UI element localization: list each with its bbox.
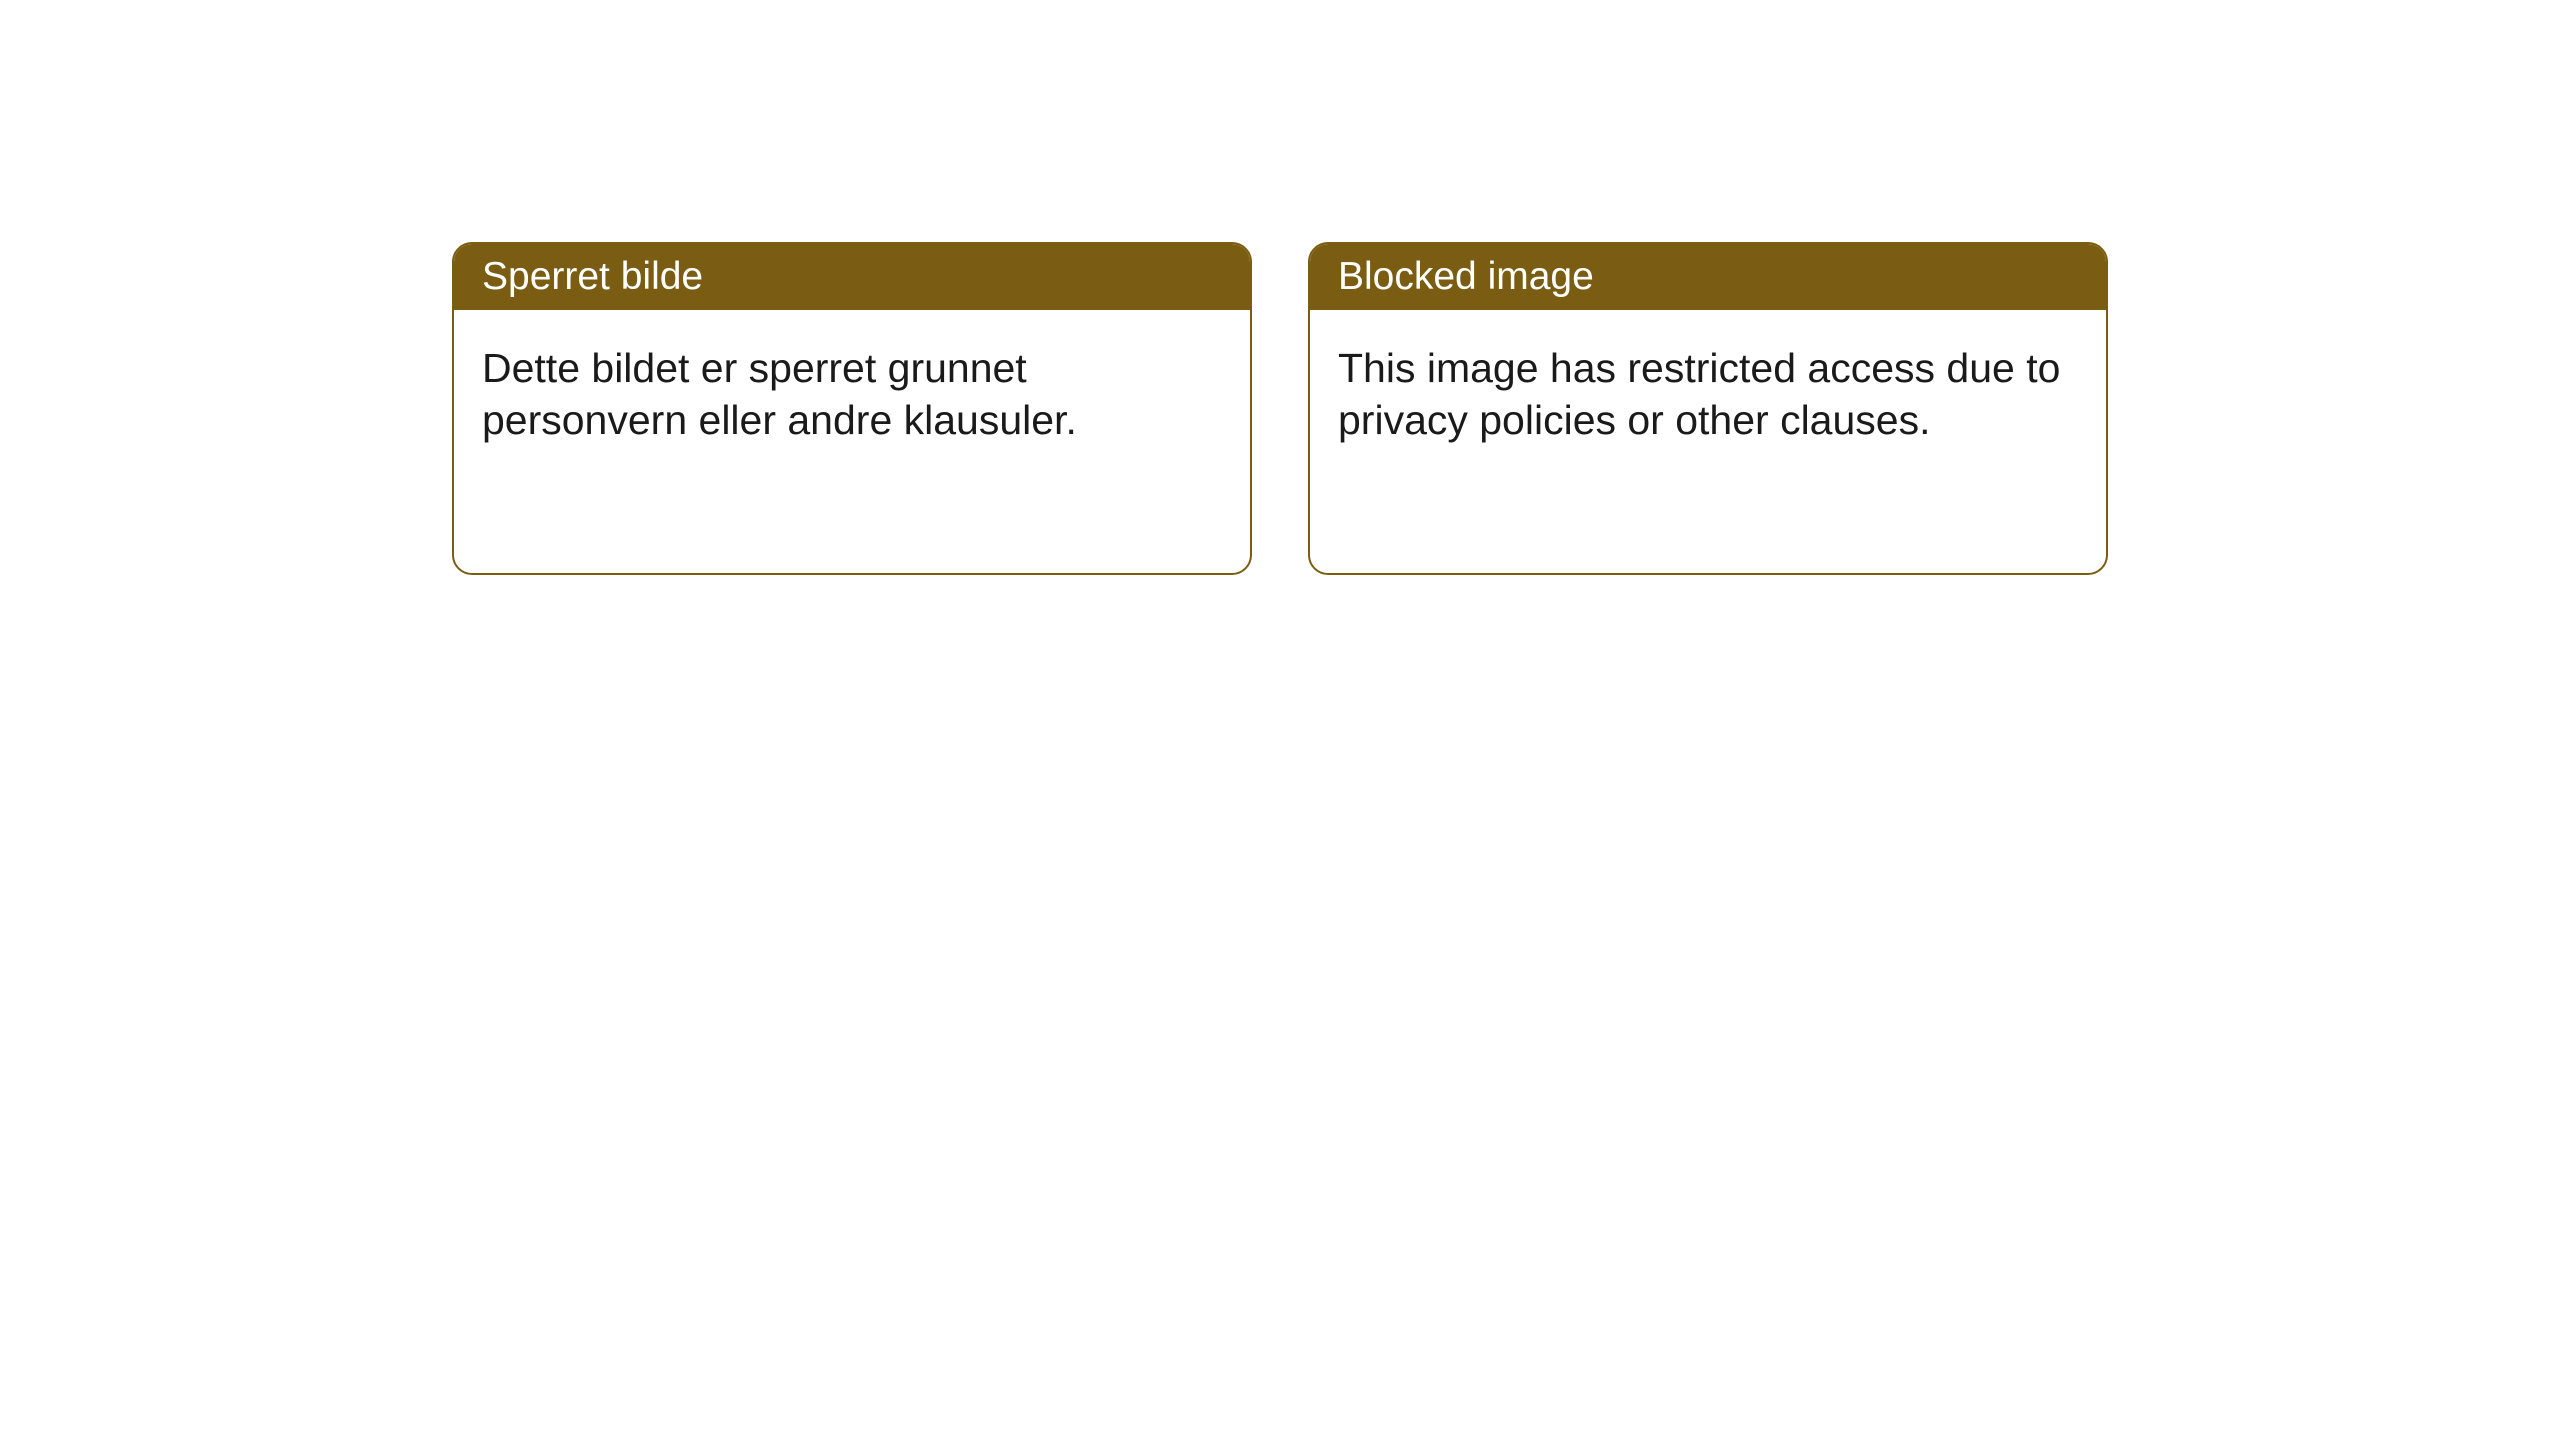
card-body: Dette bildet er sperret grunnet personve… — [454, 310, 1250, 479]
card-title: Sperret bilde — [482, 255, 703, 298]
card-body: This image has restricted access due to … — [1310, 310, 2106, 479]
card-body-text: Dette bildet er sperret grunnet personve… — [482, 345, 1077, 443]
blocked-image-card-norwegian: Sperret bilde Dette bildet er sperret gr… — [452, 242, 1252, 575]
card-header: Blocked image — [1310, 244, 2106, 310]
card-title: Blocked image — [1338, 255, 1594, 298]
blocked-image-card-english: Blocked image This image has restricted … — [1308, 242, 2108, 575]
card-body-text: This image has restricted access due to … — [1338, 345, 2060, 443]
card-header: Sperret bilde — [454, 244, 1250, 310]
cards-container: Sperret bilde Dette bildet er sperret gr… — [452, 242, 2108, 575]
